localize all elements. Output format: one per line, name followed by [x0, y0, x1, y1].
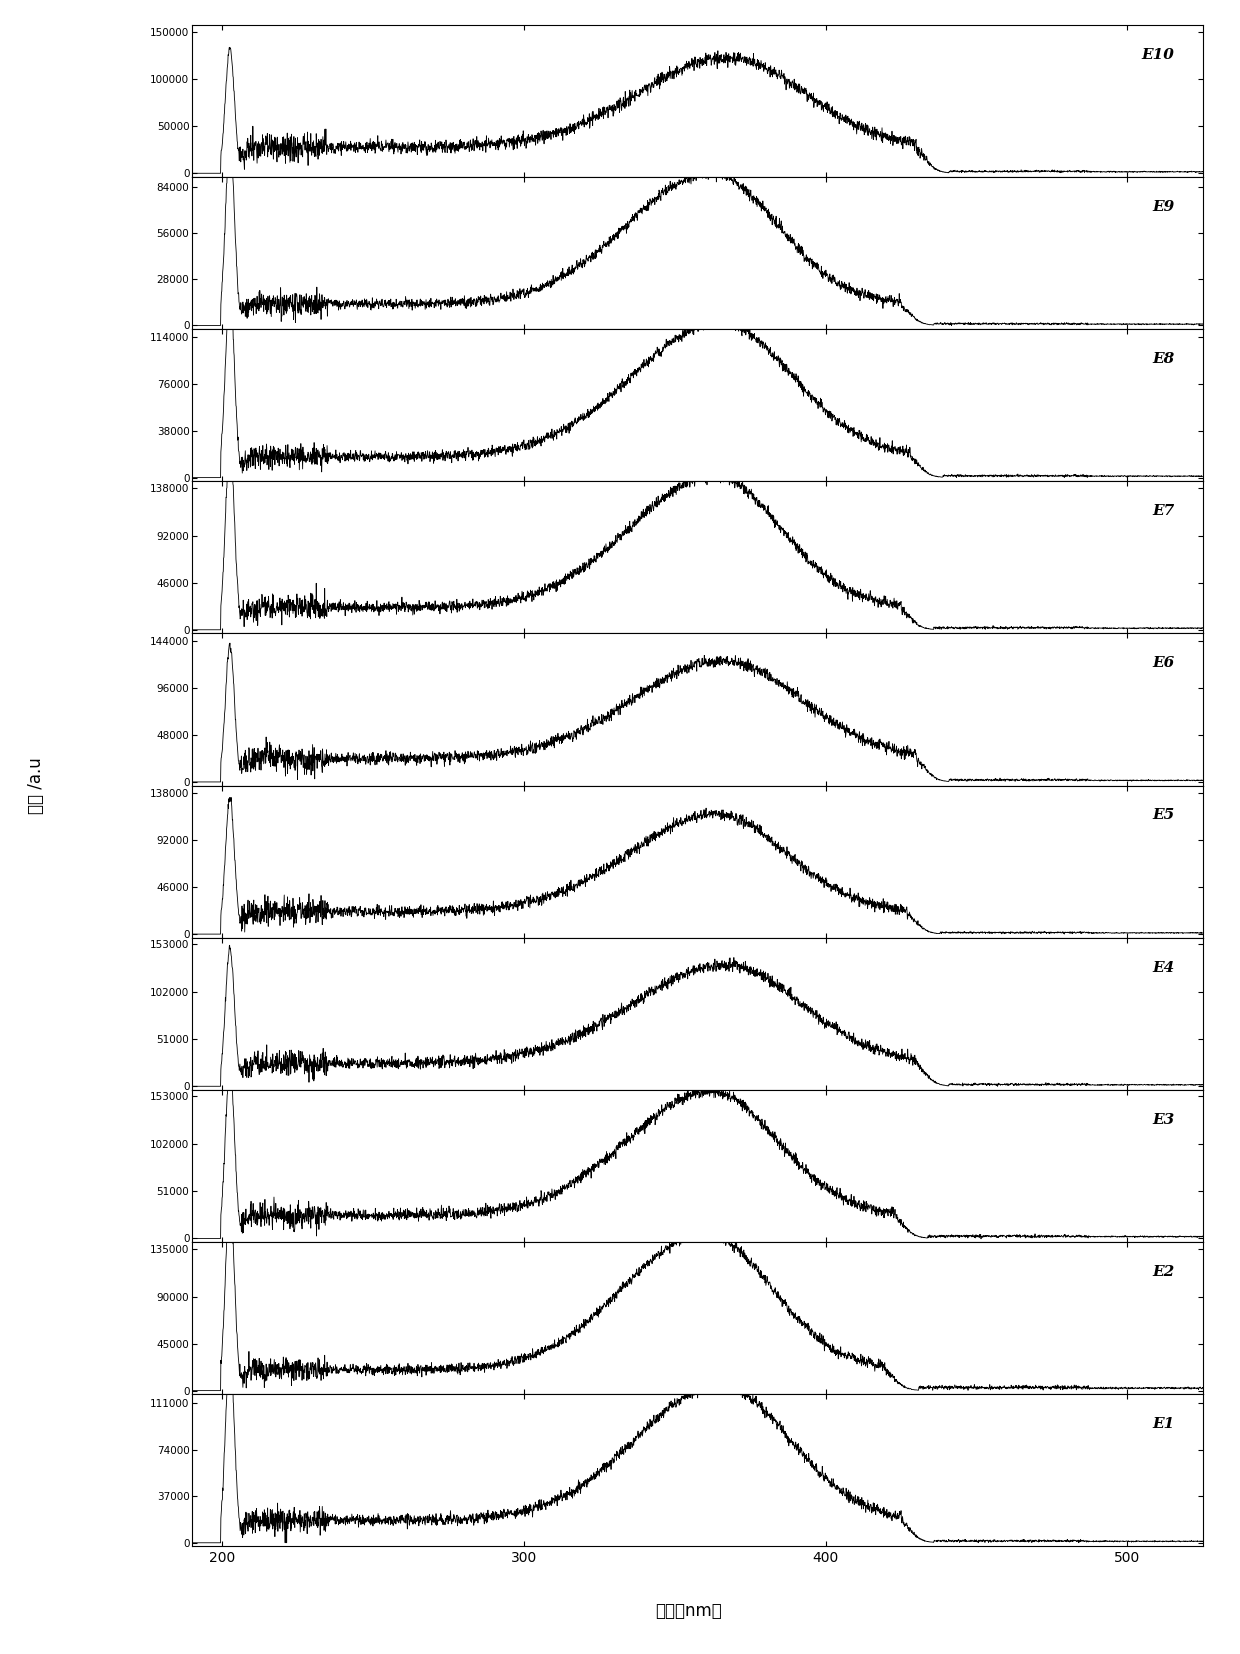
Text: E8: E8	[1152, 352, 1174, 366]
Text: 波长（nm）: 波长（nm）	[655, 1603, 722, 1619]
Text: E7: E7	[1152, 504, 1174, 518]
Text: 强度 /a.u: 强度 /a.u	[27, 758, 46, 814]
Text: E6: E6	[1152, 657, 1174, 670]
Text: E10: E10	[1142, 48, 1174, 61]
Text: E3: E3	[1152, 1113, 1174, 1126]
Text: E4: E4	[1152, 961, 1174, 974]
Text: E9: E9	[1152, 200, 1174, 213]
Text: E2: E2	[1152, 1265, 1174, 1279]
Text: E5: E5	[1152, 809, 1174, 822]
Text: E1: E1	[1152, 1417, 1174, 1431]
